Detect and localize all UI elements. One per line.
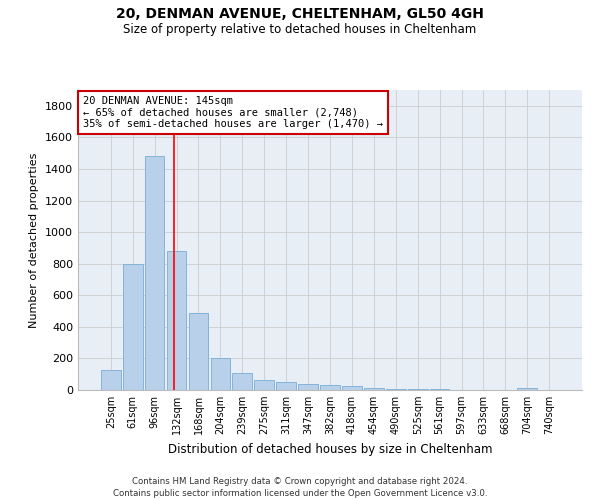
- Bar: [386, 388, 406, 390]
- Text: 20 DENMAN AVENUE: 145sqm
← 65% of detached houses are smaller (2,748)
35% of sem: 20 DENMAN AVENUE: 145sqm ← 65% of detach…: [83, 96, 383, 129]
- Bar: [364, 388, 384, 390]
- Bar: [298, 384, 318, 390]
- Bar: [320, 386, 340, 390]
- Text: Contains public sector information licensed under the Open Government Licence v3: Contains public sector information licen…: [113, 489, 487, 498]
- Text: Distribution of detached houses by size in Cheltenham: Distribution of detached houses by size …: [168, 442, 492, 456]
- Bar: [408, 389, 428, 390]
- Text: Size of property relative to detached houses in Cheltenham: Size of property relative to detached ho…: [124, 22, 476, 36]
- Bar: [101, 370, 121, 390]
- Bar: [123, 264, 143, 390]
- Bar: [211, 358, 230, 390]
- Bar: [232, 374, 252, 390]
- Bar: [517, 388, 537, 390]
- Y-axis label: Number of detached properties: Number of detached properties: [29, 152, 40, 328]
- Bar: [167, 251, 187, 390]
- Bar: [342, 386, 362, 390]
- Bar: [254, 380, 274, 390]
- Text: Contains HM Land Registry data © Crown copyright and database right 2024.: Contains HM Land Registry data © Crown c…: [132, 478, 468, 486]
- Bar: [145, 156, 164, 390]
- Text: 20, DENMAN AVENUE, CHELTENHAM, GL50 4GH: 20, DENMAN AVENUE, CHELTENHAM, GL50 4GH: [116, 8, 484, 22]
- Bar: [276, 382, 296, 390]
- Bar: [188, 312, 208, 390]
